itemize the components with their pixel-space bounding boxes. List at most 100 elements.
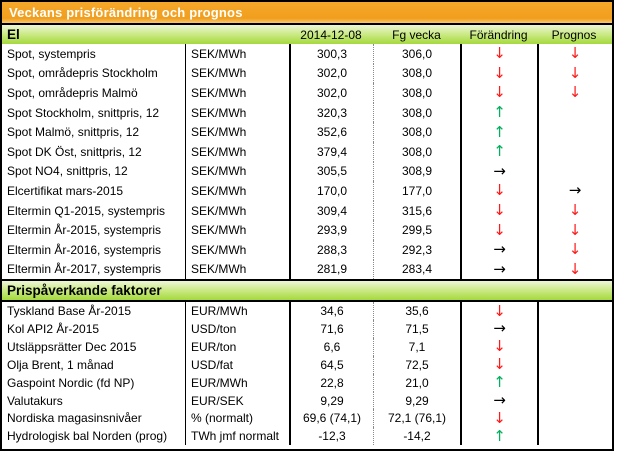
- row-label: Kol API2 År-2015: [7, 321, 100, 336]
- row-label: Olja Brent, 1 månad: [7, 357, 114, 372]
- current-value: 302,0: [289, 63, 373, 84]
- table-row: Tyskland Base År-2015 EUR/MWh 34,6 35,6 ↓: [2, 302, 612, 321]
- table-row: Nordiska magasinsnivåer % (normalt) 69,6 (…: [2, 409, 612, 428]
- change-cell: →: [460, 259, 537, 280]
- change-cell: ↓: [460, 200, 537, 221]
- table-row: Elcertifikat mars-2015 SEK/MWh 170,0 177,0 ↓…: [2, 181, 612, 201]
- change-cell: ↓: [460, 302, 537, 321]
- row-unit: SEK/MWh: [185, 141, 289, 162]
- up-arrow-icon: ↑: [493, 142, 506, 161]
- current-value: 309,4: [289, 200, 373, 221]
- table-row: Utsläppsrätter Dec 2015 EUR/ton 6,6 7,1 ↓: [2, 337, 612, 356]
- prognosis-cell: [537, 337, 611, 356]
- prognosis-cell: ↓: [537, 44, 611, 64]
- table-row: Spot Malmö, snittpris, 12 SEK/MWh 352,6 308…: [2, 122, 612, 142]
- current-value: 352,6: [289, 122, 373, 142]
- down-arrow-icon: ↓: [568, 240, 582, 259]
- current-value: 9,29: [289, 391, 373, 410]
- table-row: Gaspoint Nordic (fd NP) EUR/MWh 22,8 21,0 ↑: [2, 373, 612, 392]
- current-value: 22,8: [289, 373, 373, 392]
- report-title-bar: Veckans prisförändring och prognos: [2, 2, 612, 25]
- el-section-rows: Spot, systempris SEK/MWh 300,3 306,0 ↓ ↓ Spot,…: [2, 44, 612, 280]
- row-unit: SEK/MWh: [185, 122, 289, 142]
- previous-week-value: 315,6: [373, 200, 460, 221]
- down-arrow-icon: ↓: [568, 44, 582, 63]
- current-value: 170,0: [289, 181, 373, 201]
- right-arrow-icon: →: [493, 320, 506, 338]
- previous-week-value: 283,4: [373, 259, 460, 280]
- right-arrow-icon: →: [493, 240, 506, 259]
- row-unit: SEK/MWh: [185, 220, 289, 240]
- report-title: Veckans prisförändring och prognos: [9, 5, 243, 20]
- row-unit: SEK/MWh: [185, 44, 289, 64]
- row-label: Elcertifikat mars-2015: [7, 183, 124, 198]
- prognosis-cell: [537, 391, 611, 410]
- previous-week-value: 308,0: [373, 83, 460, 103]
- section-title-factors: Prispåverkande faktorer: [7, 283, 162, 299]
- right-arrow-icon: →: [493, 391, 506, 410]
- row-label: Nordiska magasinsnivåer: [7, 411, 142, 426]
- column-header-date: 2014-12-08: [300, 27, 362, 42]
- up-arrow-icon: ↑: [493, 122, 506, 141]
- row-label: Gaspoint Nordic (fd NP): [7, 375, 135, 390]
- table-row: Eltermin År-2016, systempris SEK/MWh 288,3…: [2, 239, 612, 260]
- prognosis-cell: [537, 141, 611, 162]
- change-cell: ↑: [460, 122, 537, 142]
- prognosis-cell: [537, 302, 611, 321]
- row-unit: SEK/MWh: [185, 161, 289, 182]
- change-cell: ↑: [460, 373, 537, 392]
- change-cell: ↓: [460, 409, 537, 428]
- row-unit: USD/fat: [185, 355, 289, 374]
- row-unit: EUR/ton: [185, 337, 289, 356]
- prognosis-cell: [537, 409, 611, 428]
- row-label: Spot DK Öst, snittpris, 12: [7, 144, 142, 159]
- previous-week-value: 177,0: [373, 181, 460, 201]
- current-value: 300,3: [289, 44, 373, 64]
- table-row: Kol API2 År-2015 USD/ton 71,6 71,5 →: [2, 320, 612, 338]
- down-arrow-icon: ↓: [568, 220, 582, 239]
- row-label: Spot, områdepris Malmö: [7, 85, 138, 100]
- change-cell: ↓: [460, 355, 537, 374]
- prognosis-cell: [537, 102, 611, 123]
- change-cell: ↓: [460, 220, 537, 240]
- prognosis-cell: ↓: [537, 200, 611, 221]
- down-arrow-icon: ↓: [493, 355, 506, 374]
- current-value: 69,6 (74,1): [289, 409, 373, 428]
- change-cell: →: [460, 161, 537, 182]
- down-arrow-icon: ↓: [493, 302, 506, 320]
- prognosis-cell: ↓: [537, 259, 611, 280]
- table-row: Spot, områdepris Stockholm SEK/MWh 302,0 30…: [2, 63, 612, 84]
- prognosis-cell: ↓: [537, 63, 611, 84]
- previous-week-value: 9,29: [373, 391, 460, 410]
- column-header-prognosis: Prognos: [551, 27, 597, 42]
- row-label: Valutakurs: [7, 393, 63, 408]
- previous-week-value: 308,9: [373, 161, 460, 182]
- row-unit: SEK/MWh: [185, 83, 289, 103]
- previous-week-value: 308,0: [373, 122, 460, 142]
- current-value: 293,9: [289, 220, 373, 240]
- prognosis-cell: [537, 427, 611, 446]
- change-cell: →: [460, 239, 537, 260]
- row-unit: SEK/MWh: [185, 239, 289, 260]
- previous-week-value: 299,5: [373, 220, 460, 240]
- prognosis-cell: ↓: [537, 83, 611, 103]
- row-unit: SEK/MWh: [185, 102, 289, 123]
- table-row: Valutakurs EUR/SEK 9,29 9,29 →: [2, 391, 612, 410]
- current-value: 6,6: [289, 337, 373, 356]
- prognosis-cell: [537, 373, 611, 392]
- row-unit: EUR/MWh: [185, 373, 289, 392]
- row-unit: SEK/MWh: [185, 181, 289, 201]
- current-value: 305,5: [289, 161, 373, 182]
- row-label: Spot, systempris: [7, 46, 96, 61]
- change-cell: →: [460, 391, 537, 410]
- previous-week-value: 308,0: [373, 102, 460, 123]
- change-cell: ↓: [460, 337, 537, 356]
- current-value: 379,4: [289, 141, 373, 162]
- row-label: Spot Malmö, snittpris, 12: [7, 125, 140, 140]
- change-cell: ↓: [460, 63, 537, 84]
- row-label: Eltermin År-2015, systempris: [7, 223, 162, 238]
- previous-week-value: 7,1: [373, 337, 460, 356]
- row-unit: TWh jmf normalt: [185, 427, 289, 446]
- column-header-change: Förändring: [469, 27, 528, 42]
- down-arrow-icon: ↓: [493, 83, 506, 102]
